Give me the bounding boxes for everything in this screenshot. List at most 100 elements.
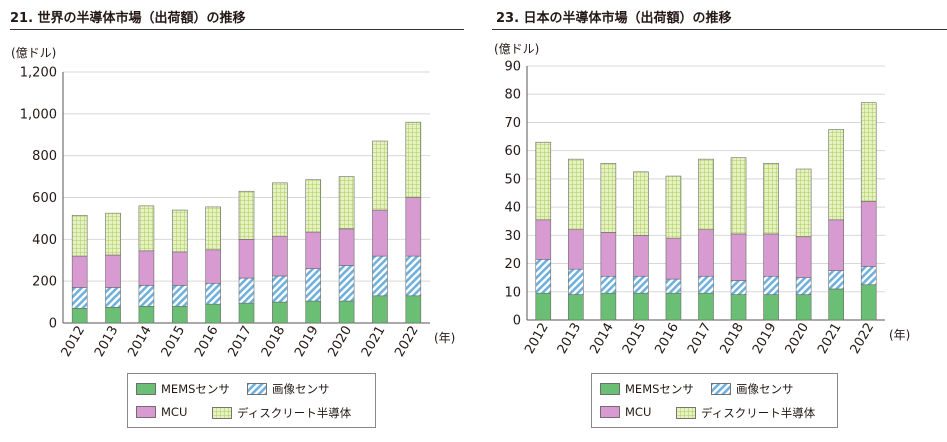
legend-swatch-discrete <box>676 407 696 419</box>
mcu-segment <box>795 236 812 278</box>
x-tick-label: 2018 <box>717 321 747 357</box>
legend-item-mcu: MCU <box>136 405 187 419</box>
mcu-segment <box>71 255 88 288</box>
title-divider <box>492 29 947 30</box>
x-tick-label: 2022 <box>392 324 422 360</box>
discrete-segment <box>105 212 121 256</box>
image-sensor-segment <box>633 275 649 294</box>
y-tick-label: 40 <box>504 201 521 216</box>
y-tick-label: 30 <box>504 229 521 244</box>
legend-item-mcu: MCU <box>600 405 651 419</box>
x-tick-label: 2016 <box>192 324 222 360</box>
discrete-segment <box>405 121 422 198</box>
x-tick-label: 2021 <box>815 321 845 357</box>
discrete-segment <box>763 163 779 235</box>
image-sensor-segment <box>730 280 747 295</box>
y-tick-label: 1,000 <box>20 107 57 122</box>
discrete-segment <box>535 141 552 221</box>
discrete-segment <box>860 102 877 202</box>
image-sensor-segment <box>860 266 877 286</box>
legend-swatch-mems <box>600 383 620 395</box>
y-tick-label: 0 <box>513 314 521 329</box>
image-sensor-segment <box>338 265 355 302</box>
discrete-segment <box>795 168 812 238</box>
x-tick-label: 2019 <box>292 324 322 360</box>
mcu-segment <box>698 229 714 277</box>
discrete-segment <box>338 176 355 230</box>
discrete-segment <box>372 140 388 211</box>
discrete-segment <box>568 158 584 230</box>
legend-swatch-mcu <box>136 406 156 418</box>
image-sensor-segment <box>828 270 844 290</box>
y-tick-label: 1,200 <box>20 66 57 81</box>
stacked-bar-chart-world: 0 200 400 600 800 1,000 1,200 (億ドル) 2012 2013 2014… <box>11 46 455 360</box>
mcu-segment <box>171 251 188 286</box>
x-tick-label: 2012 <box>522 321 552 357</box>
mems-segment <box>795 294 812 321</box>
mems-segment <box>105 307 121 324</box>
y-tick-label: 20 <box>504 257 521 272</box>
mems-segment <box>238 302 255 324</box>
x-tick-label: 2017 <box>225 324 255 360</box>
mems-segment <box>71 308 88 324</box>
x-tick-label: 2013 <box>555 321 585 357</box>
discrete-segment <box>238 190 255 240</box>
mcu-segment <box>730 233 747 281</box>
discrete-segment <box>698 158 714 230</box>
image-sensor-segment <box>535 259 552 294</box>
x-tick-label: 2016 <box>652 321 682 357</box>
mcu-segment <box>763 233 779 277</box>
legend-label: 画像センサ <box>736 382 794 396</box>
chart-panel-japan: 23. 日本の半導体市場（出荷額）の推移 0 10 20 30 40 50 60 70 80 90… <box>480 0 947 442</box>
mems-segment <box>665 292 682 321</box>
x-tick-label: 2020 <box>326 324 356 360</box>
x-tick-label: 2017 <box>685 321 715 357</box>
legend-swatch-discrete <box>212 407 232 419</box>
legend-swatch-image <box>247 383 267 395</box>
discrete-segment <box>171 209 188 253</box>
mcu-segment <box>138 250 155 286</box>
y-tick-label: 0 <box>49 317 57 332</box>
y-tick-label: 90 <box>504 60 521 75</box>
x-tick-label: 2020 <box>783 321 813 357</box>
mems-segment <box>633 292 649 321</box>
x-tick-label: 2014 <box>125 324 155 360</box>
mems-segment <box>171 305 188 324</box>
stacked-bar-chart-japan: 0 10 20 30 40 50 60 70 80 90 (億ドル) 2012 2013 2014 2015… <box>494 42 910 357</box>
legend-label: MCU <box>625 405 652 419</box>
mems-segment <box>372 295 388 324</box>
mems-segment <box>535 292 552 321</box>
discrete-segment <box>305 179 322 233</box>
discrete-segment <box>71 214 88 257</box>
mems-segment <box>730 294 747 321</box>
mems-segment <box>205 303 221 324</box>
x-tick-label: 2015 <box>620 321 650 357</box>
y-tick-label: 200 <box>32 275 57 290</box>
mcu-segment <box>860 201 877 267</box>
legend-label: MEMSセンサ <box>625 382 694 396</box>
mems-segment <box>860 284 877 321</box>
image-sensor-segment <box>795 277 812 295</box>
image-sensor-segment <box>272 275 288 303</box>
legend-label: MCU <box>161 405 188 419</box>
image-sensor-segment <box>71 287 88 309</box>
y-tick-label: 70 <box>504 116 521 131</box>
mcu-segment <box>272 235 288 277</box>
legend-label: 画像センサ <box>272 382 330 396</box>
y-tick-label: 80 <box>504 88 521 103</box>
y-tick-label: 50 <box>504 172 521 187</box>
mcu-segment <box>633 235 649 277</box>
x-unit-label: (年) <box>434 331 455 345</box>
image-sensor-segment <box>698 275 714 294</box>
mcu-segment <box>828 219 844 271</box>
x-tick-label: 2021 <box>359 324 389 360</box>
mcu-segment <box>205 249 221 284</box>
discrete-segment <box>272 182 288 237</box>
mems-segment <box>305 300 322 324</box>
y-tick-label: 60 <box>504 144 521 159</box>
mcu-segment <box>665 237 682 280</box>
mems-segment <box>600 292 617 321</box>
y-unit-label: (億ドル) <box>11 46 56 60</box>
mcu-segment <box>405 197 422 257</box>
image-sensor-segment <box>238 277 255 304</box>
